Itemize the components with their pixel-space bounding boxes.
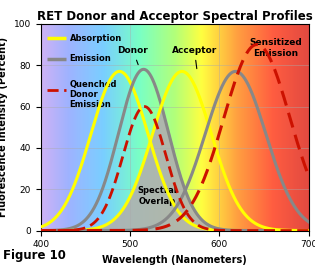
X-axis label: Wavelength (Nanometers): Wavelength (Nanometers) xyxy=(102,255,247,265)
Title: RET Donor and Acceptor Spectral Profiles: RET Donor and Acceptor Spectral Profiles xyxy=(37,10,313,23)
Y-axis label: Fluorescence Intensity (Percent): Fluorescence Intensity (Percent) xyxy=(0,37,9,217)
Text: Donor: Donor xyxy=(117,46,148,65)
Text: Emission: Emission xyxy=(70,55,111,64)
Text: Spectral
Overlap: Spectral Overlap xyxy=(137,186,177,206)
Text: Absorption: Absorption xyxy=(70,34,122,43)
Text: Figure 10: Figure 10 xyxy=(3,249,66,262)
Text: Quenched
Donor
Emission: Quenched Donor Emission xyxy=(70,80,117,109)
Text: Sensitized
Emission: Sensitized Emission xyxy=(249,38,302,58)
Text: Acceptor: Acceptor xyxy=(172,46,217,69)
